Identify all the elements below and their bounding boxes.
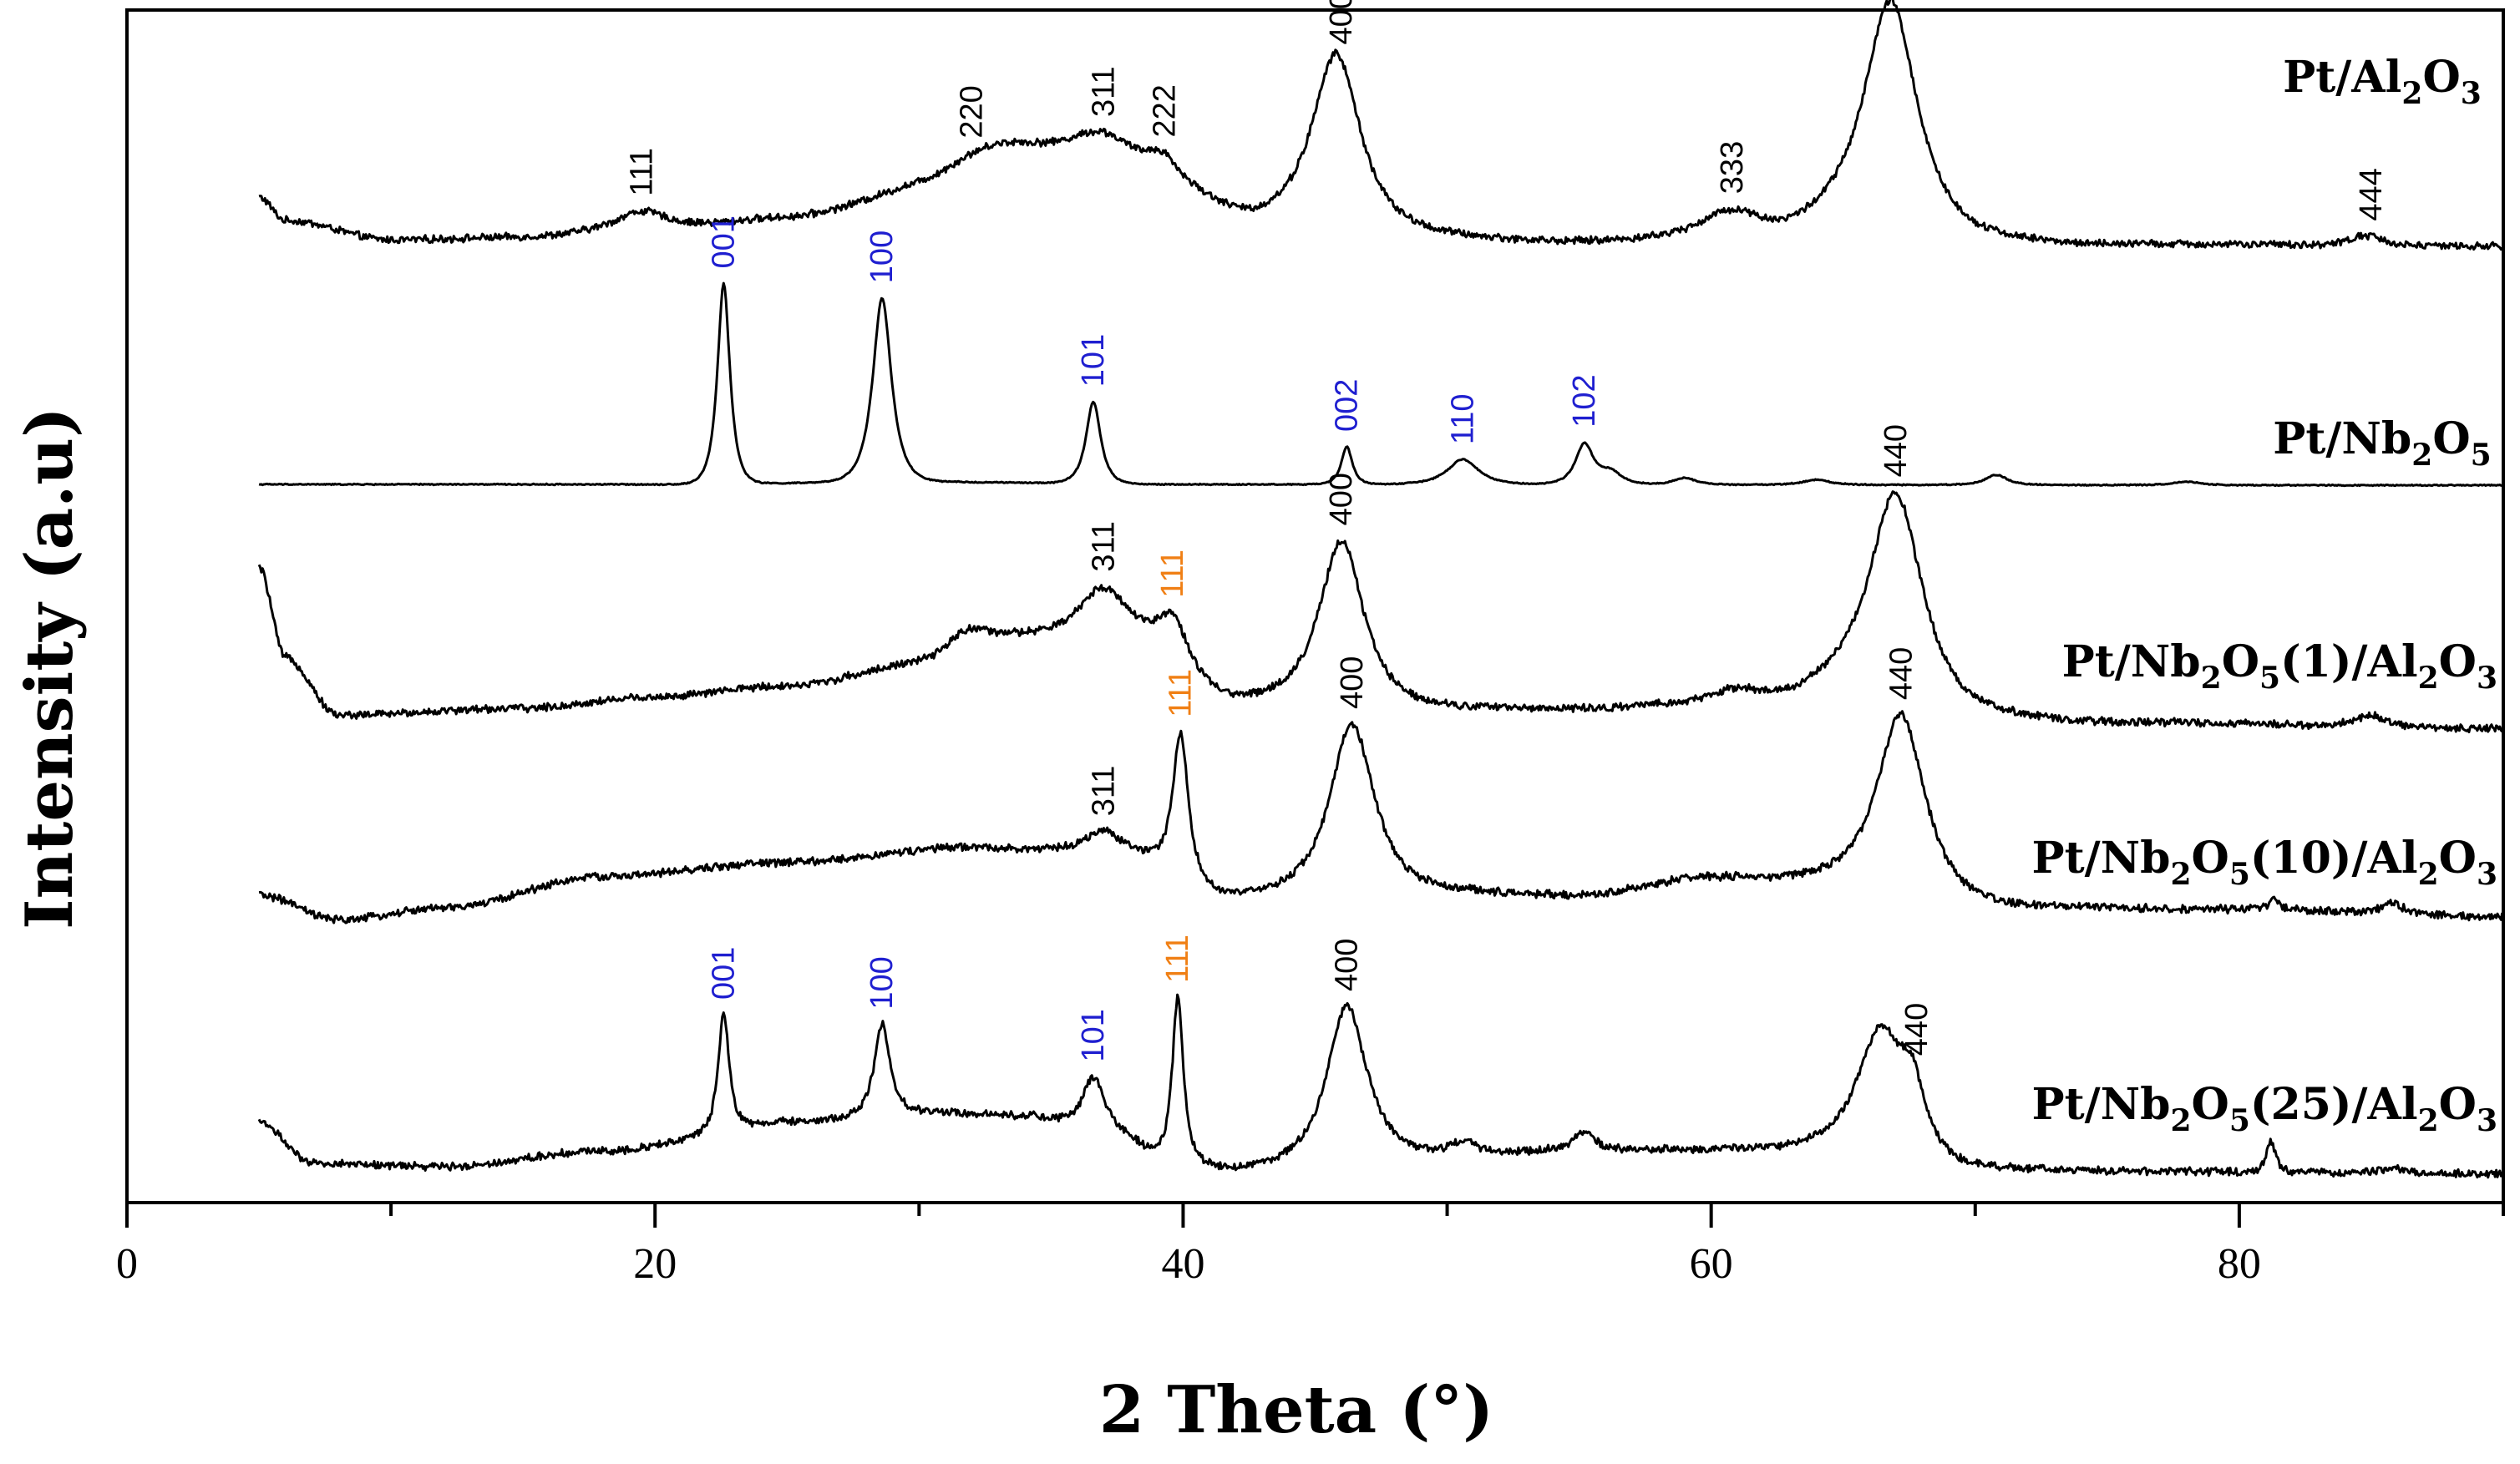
y-axis-title: Intensity (a.u) [12,407,88,930]
series-label-part: O [2222,636,2259,687]
peak-index-s2: 002 [1329,379,1364,432]
x-tick-label: 20 [633,1240,677,1288]
peak-index-s1: 222 [1147,84,1182,137]
trace-s5 [257,993,2504,1179]
x-tick-label: 40 [1161,1240,1204,1288]
plot-border [125,8,2505,1204]
series-label-part: 2 [2418,857,2439,892]
peak-index-s1: 220 [955,85,990,138]
series-label-part: Pt/Al [2283,52,2401,103]
series-label-part: O [2439,636,2477,687]
peak-index-s2: 001 [706,215,741,268]
trace-s1 [258,0,2503,251]
peak-index-labels: 111 220 311 222 400 333 440 444 001 100 101 002 110 1… [624,0,2389,1062]
series-label-part: 5 [2229,1103,2250,1138]
x-tick-label: 80 [2218,1240,2261,1288]
peak-index-s5: 101 [1076,1009,1111,1061]
peak-index-s1: 444 [2354,168,2389,220]
peak-index-s1: 111 [624,148,659,196]
series-label-part: 2 [2418,661,2439,696]
peak-index-s5: 400 [1329,939,1364,991]
series-label-part: (1)/Al [2280,636,2417,687]
peak-index-s2: 110 [1446,394,1481,445]
series-label-part: Pt/Nb [2031,833,2170,884]
series-label-s3: Pt/Nb2O5(1)/Al2O3 [2062,636,2497,696]
series-labels: Pt/Al2O3Pt/Nb2O5Pt/Nb2O5(1)/Al2O3Pt/Nb2O… [2031,52,2497,1138]
axes: 0 20 40 60 80 [116,1203,2505,1288]
peak-index-s4: 440 [1884,647,1919,700]
peak-index-s3: 311 [1087,521,1122,572]
series-label-part: 5 [2229,857,2250,892]
diffraction-traces [257,0,2504,1179]
plot-frame [125,8,2505,1204]
peak-index-s2: 102 [1567,374,1602,427]
series-label-part: 2 [2418,1103,2439,1138]
peak-index-s4: 311 [1087,766,1122,817]
peak-index-s3: 400 [1324,473,1359,525]
series-label-part: 2 [2201,661,2222,696]
series-label-part: O [2432,413,2470,464]
series-label-part: O [2439,1079,2477,1130]
peak-index-s1: 400 [1324,0,1359,45]
peak-index-s2: 101 [1076,334,1111,387]
series-label-part: 2 [2401,76,2422,111]
series-label-part: 5 [2259,661,2280,696]
series-label-s5: Pt/Nb2O5(25)/Al2O3 [2031,1079,2497,1138]
series-label-s2: Pt/Nb2O5 [2273,413,2491,473]
peak-index-s3: 440 [1879,424,1914,477]
peak-index-s3: 111 [1155,550,1190,598]
series-label-part: Pt/Nb [2062,636,2201,687]
peak-index-s4: 400 [1335,656,1370,709]
series-label-part: O [2439,833,2477,884]
series-label-part: O [2422,52,2460,103]
trace-s3 [257,490,2503,734]
peak-index-s1: 333 [1715,141,1750,194]
series-label-part: O [2192,833,2229,884]
series-label-part: 3 [2477,1103,2497,1138]
peak-index-s4: 111 [1163,669,1198,717]
series-label-part: Pt/Nb [2273,413,2411,464]
trace-s4 [258,710,2504,924]
series-label-part: (25)/Al [2250,1079,2418,1130]
series-label-part: 2 [2170,857,2191,892]
peak-index-s5: 001 [706,947,741,1000]
series-label-part: 3 [2477,857,2497,892]
peak-index-s5: 100 [865,956,900,1009]
series-label-part: 3 [2461,76,2482,111]
peak-index-s2: 100 [865,230,900,283]
peak-index-s5: 111 [1160,935,1195,983]
series-label-part: (10)/Al [2250,833,2418,884]
peak-index-s5: 440 [1899,1003,1934,1056]
series-label-part: O [2192,1079,2229,1130]
series-label-s1: Pt/Al2O3 [2283,52,2482,111]
peak-index-s1: 311 [1087,66,1122,117]
x-axis-title: 2 Theta (°) [1099,1372,1493,1448]
series-label-part: 3 [2477,661,2497,696]
trace-s2 [258,281,2502,488]
x-tick-label: 0 [116,1240,138,1288]
series-label-part: 2 [2170,1103,2191,1138]
x-tick-label: 60 [1690,1240,1733,1288]
series-label-part: 2 [2411,438,2432,473]
series-label-part: Pt/Nb [2031,1079,2170,1130]
series-label-s4: Pt/Nb2O5(10)/Al2O3 [2031,833,2497,892]
series-label-part: 5 [2471,438,2492,473]
